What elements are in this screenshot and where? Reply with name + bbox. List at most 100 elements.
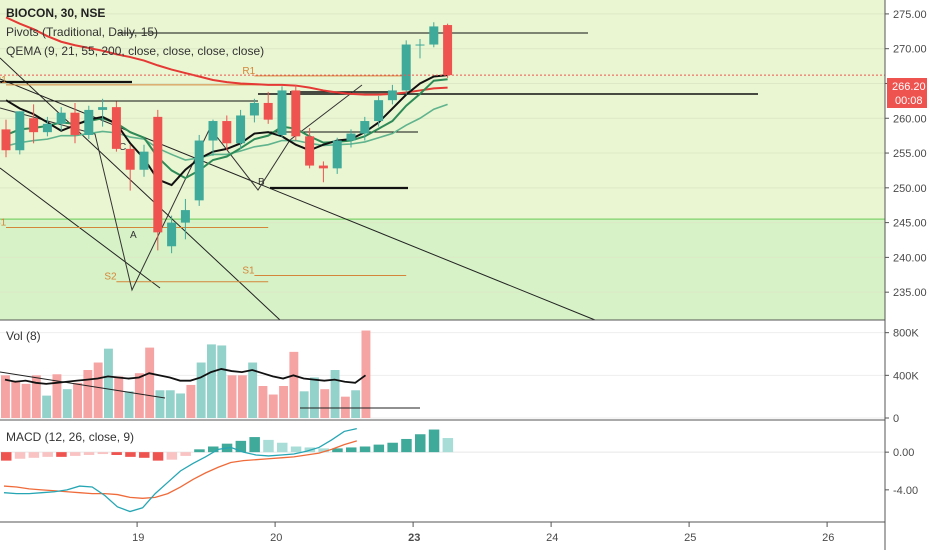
macd-histogram-bar[interactable] [290,446,302,453]
candle-body[interactable] [1,129,11,151]
volume-bar[interactable] [279,386,288,418]
candle-body[interactable] [56,112,66,124]
macd-histogram-bar[interactable] [332,448,343,453]
volume-bar[interactable] [196,362,206,418]
volume-pane[interactable] [0,330,885,419]
volume-bar[interactable] [310,377,319,418]
volume-bar[interactable] [31,375,41,418]
candle-body[interactable] [277,90,287,135]
macd-histogram-bar[interactable] [42,452,53,457]
volume-bar[interactable] [351,390,361,418]
candle-body[interactable] [84,109,94,135]
volume-bar[interactable] [237,375,247,418]
macd-histogram-bar[interactable] [346,447,357,453]
pivots-legend[interactable]: Pivots (Traditional, Daily, 15) [6,25,158,39]
volume-bar[interactable] [124,391,134,418]
candle-body[interactable] [318,165,328,169]
candle-body[interactable] [263,102,273,120]
macd-histogram-bar[interactable] [14,452,26,459]
volume-bar[interactable] [340,396,350,418]
macd-histogram-bar[interactable] [263,439,274,453]
qema-legend[interactable]: QEMA (9, 21, 55, 200, close, close, clos… [6,44,264,58]
volume-bar[interactable] [93,362,103,418]
macd-histogram-bar[interactable] [373,444,385,453]
macd-histogram-bar[interactable] [28,452,40,458]
volume-bar[interactable] [186,384,196,418]
candle-body[interactable] [374,100,384,122]
candle-body[interactable] [180,210,190,223]
candle-body[interactable] [208,121,218,141]
candle-body[interactable] [360,121,370,134]
candle-body[interactable] [236,115,246,144]
volume-bar[interactable] [145,347,155,418]
macd-histogram-bar[interactable] [387,442,398,453]
candle-body[interactable] [291,90,301,137]
candle-body[interactable] [429,26,439,45]
macd-pane[interactable] [0,427,885,513]
volume-bar[interactable] [11,380,21,418]
price-pane[interactable]: R2R1S1S2R1S1CAB [0,0,885,321]
volume-bar[interactable] [268,394,278,418]
volume-bar[interactable] [361,330,371,418]
candle-body[interactable] [125,148,135,170]
macd-histogram-bar[interactable] [180,452,191,456]
candle-body[interactable] [249,102,259,116]
volume-bar[interactable] [330,370,340,418]
candle-body[interactable] [346,133,356,141]
macd-histogram-bar[interactable] [401,438,412,453]
macd-histogram-bar[interactable] [125,452,136,457]
volume-bar[interactable] [227,375,237,418]
candle-body[interactable] [15,111,25,151]
candle-body[interactable] [29,118,39,133]
macd-histogram-bar[interactable] [249,437,260,453]
macd-legend[interactable]: MACD (12, 26, close, 9) [6,430,134,444]
volume-bar[interactable] [165,390,175,418]
candle-body[interactable] [167,222,177,247]
volume-bar[interactable] [176,393,185,418]
macd-histogram-bar[interactable] [1,452,12,461]
candle-body[interactable] [387,90,397,101]
candle-body[interactable] [70,112,80,135]
candle-body[interactable] [222,121,232,144]
macd-histogram-bar[interactable] [56,452,67,457]
candle-body[interactable] [443,25,453,76]
candle-body[interactable] [305,136,315,166]
volume-bar[interactable] [207,344,216,418]
macd-histogram-bar[interactable] [428,429,440,453]
candle-body[interactable] [415,44,425,46]
macd-histogram-bar[interactable] [83,452,95,455]
volume-bar[interactable] [299,391,309,418]
volume-bar[interactable] [258,386,268,418]
macd-histogram-bar[interactable] [208,446,219,453]
volume-bar[interactable] [114,376,124,418]
candle-body[interactable] [194,140,204,201]
macd-histogram-bar[interactable] [235,440,247,453]
volume-legend[interactable]: Vol (8) [6,329,41,343]
macd-histogram-bar[interactable] [152,452,164,461]
candle-body[interactable] [139,151,149,170]
volume-bar[interactable] [21,383,31,418]
volume-bar[interactable] [104,348,113,418]
macd-histogram-bar[interactable] [70,452,81,456]
macd-histogram-bar[interactable] [359,446,371,453]
volume-bar[interactable] [83,370,93,418]
volume-bar[interactable] [320,389,330,418]
volume-bar[interactable] [73,382,82,418]
macd-histogram-bar[interactable] [111,452,122,455]
candle-body[interactable] [42,123,52,133]
macd-histogram-bar[interactable] [194,449,205,453]
volume-bar[interactable] [42,395,52,418]
volume-bar[interactable] [248,362,258,418]
candle-body[interactable] [401,44,411,91]
volume-bar[interactable] [289,351,299,418]
candle-body[interactable] [332,140,342,169]
volume-bar[interactable] [155,390,165,418]
volume-bar[interactable] [134,373,144,418]
macd-histogram-bar[interactable] [442,438,454,453]
volume-bar[interactable] [52,374,62,418]
macd-histogram-bar[interactable] [318,448,329,453]
candle-body[interactable] [111,107,121,149]
macd-histogram-bar[interactable] [139,452,150,458]
macd-histogram-bar[interactable] [97,452,109,455]
